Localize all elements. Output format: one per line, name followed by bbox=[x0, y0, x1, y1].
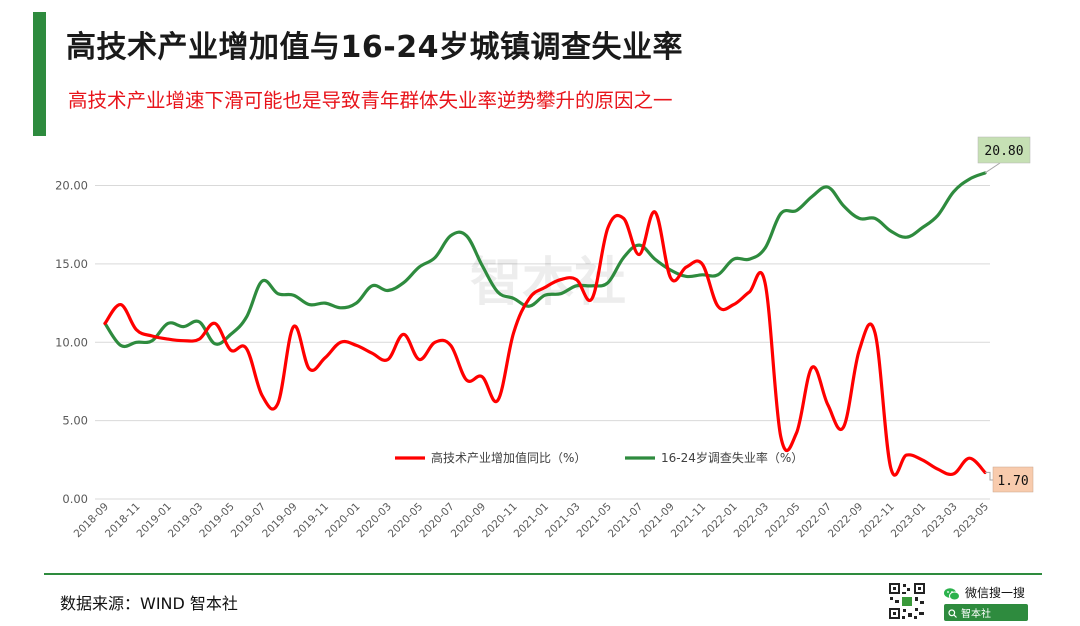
hightech-end-label: 1.70 bbox=[985, 466, 1034, 493]
leader-line bbox=[984, 162, 1001, 174]
page-title: 高技术产业增加值与16-24岁城镇调查失业率 bbox=[66, 30, 683, 65]
legend-label: 16-24岁调查失业率（%） bbox=[661, 450, 803, 465]
x-axis-tick-labels: 2018-092018-112019-012019-032019-052019-… bbox=[72, 501, 992, 541]
footer-divider bbox=[44, 573, 1042, 575]
end-value-labels: 20.80 1.70 bbox=[977, 136, 1034, 493]
label-box bbox=[992, 466, 1034, 493]
y-tick-label: 15.00 bbox=[55, 257, 88, 271]
line-chart: 0.00 5.00 10.00 15.00 20.00 2018-092018-1120… bbox=[55, 136, 1034, 541]
legend-hightech: 高技术产业增加值同比（%） bbox=[395, 450, 586, 465]
y-tick-label: 5.00 bbox=[62, 414, 88, 428]
page-subtitle: 高技术产业增速下滑可能也是导致青年群体失业率逆势攀升的原因之一 bbox=[68, 89, 673, 112]
y-axis-tick-labels: 0.00 5.00 10.00 15.00 20.00 bbox=[55, 179, 88, 507]
chart-legend: 高技术产业增加值同比（%） 16-24岁调查失业率（%） bbox=[395, 450, 803, 465]
grid-lines bbox=[95, 185, 990, 500]
series-lines bbox=[103, 171, 987, 477]
y-tick-label: 20.00 bbox=[55, 179, 88, 193]
search-icon bbox=[948, 603, 957, 622]
unemployment-series-line bbox=[103, 171, 987, 349]
wechat-search-label: 微信搜一搜 bbox=[965, 586, 1026, 600]
legend-unemployment: 16-24岁调查失业率（%） bbox=[625, 450, 803, 465]
unemployment-end-label: 20.80 bbox=[977, 136, 1031, 174]
label-box bbox=[977, 136, 1031, 164]
wechat-search[interactable]: 微信搜一搜 bbox=[944, 584, 1025, 601]
title-accent-bar bbox=[33, 12, 46, 136]
brand-name: 智本社 bbox=[961, 609, 991, 620]
label-value: 20.80 bbox=[984, 144, 1023, 159]
brand-search-chip[interactable]: 智本社 bbox=[944, 604, 1028, 621]
y-tick-label: 10.00 bbox=[55, 335, 88, 349]
label-value: 1.70 bbox=[997, 474, 1028, 489]
hightech-series-line bbox=[103, 210, 987, 477]
wechat-icon bbox=[944, 586, 960, 601]
leader-line bbox=[985, 471, 993, 481]
legend-label: 高技术产业增加值同比（%） bbox=[431, 450, 586, 465]
x-tick-label: 2023-05 bbox=[952, 501, 992, 541]
data-source: 数据来源：WIND 智本社 bbox=[60, 594, 238, 613]
y-tick-label: 0.00 bbox=[62, 492, 88, 506]
qr-code-icon[interactable] bbox=[888, 582, 926, 620]
